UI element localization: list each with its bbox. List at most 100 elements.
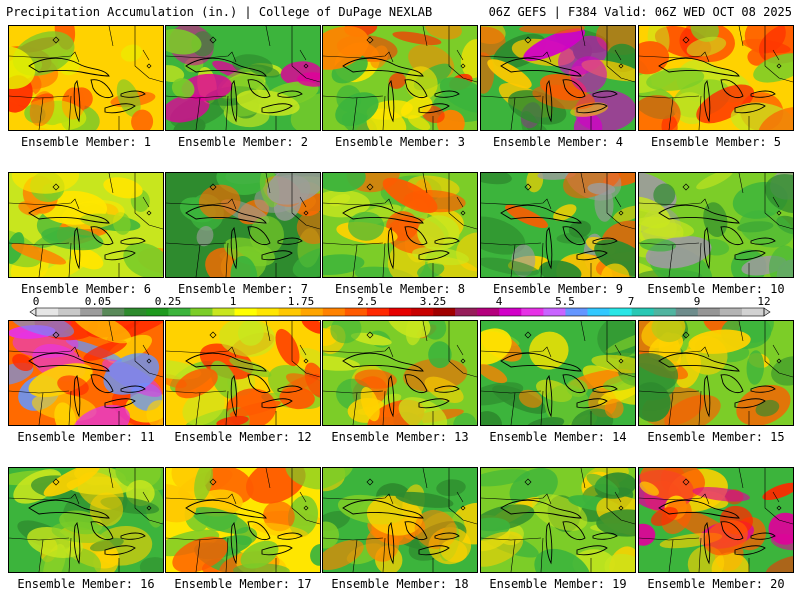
member-caption: Ensemble Member: 13: [331, 430, 469, 444]
map-panel-member-14: [480, 320, 636, 426]
precip-map-18: [323, 468, 477, 572]
colorbar-swatch: [256, 308, 279, 316]
map-panel-member-1: [8, 25, 164, 131]
member-caption: Ensemble Member: 17: [174, 577, 312, 591]
member-caption: Ensemble Member: 11: [17, 430, 155, 444]
map-panel-member-15: [638, 320, 794, 426]
colorbar-swatch: [411, 308, 434, 316]
colorbar-swatch: [102, 308, 125, 316]
colorbar-swatch: [344, 308, 368, 316]
colorbar-swatch: [609, 308, 632, 316]
map-panel-member-17: [165, 467, 321, 573]
colorbar-swatch: [212, 308, 235, 316]
colorbar-tick-label: 0.25: [155, 295, 182, 308]
member-caption: Ensemble Member: 18: [331, 577, 469, 591]
colorbar-swatch: [741, 308, 765, 316]
member-caption: Ensemble Member: 3: [334, 135, 466, 149]
colorbar-swatch: [388, 308, 412, 316]
member-caption: Ensemble Member: 2: [177, 135, 309, 149]
colorbar-swatch: [278, 308, 302, 316]
colorbar-swatch: [719, 308, 743, 316]
precip-map-20: [639, 468, 793, 572]
colorbar: 0 0.05 0.25 1 1.75 2.5 3.25 4 5.5 7 9 12: [0, 295, 800, 317]
precip-map-15: [639, 321, 793, 425]
map-panel-member-7: [165, 172, 321, 278]
colorbar-tick-label: 4: [496, 295, 503, 308]
map-panel-member-3: [322, 25, 478, 131]
colorbar-swatch: [300, 308, 324, 316]
precip-map-2: [166, 26, 320, 130]
map-panel-member-5: [638, 25, 794, 131]
colorbar-tick-label: 1.75: [288, 295, 315, 308]
colorbar-swatch: [477, 308, 500, 316]
map-panel-member-9: [480, 172, 636, 278]
colorbar-swatch: [697, 308, 721, 316]
colorbar-swatch: [58, 308, 81, 316]
colorbar-swatch: [322, 308, 346, 316]
colorbar-swatch: [190, 308, 213, 316]
colorbar-swatch: [455, 308, 478, 316]
member-caption: Ensemble Member: 8: [334, 282, 466, 296]
member-caption: Ensemble Member: 4: [492, 135, 624, 149]
member-caption: Ensemble Member: 15: [647, 430, 785, 444]
precip-map-10: [639, 173, 793, 277]
colorbar-swatch: [521, 308, 544, 316]
map-panel-member-11: [8, 320, 164, 426]
colorbar-tick-label: 1: [230, 295, 237, 308]
map-panel-member-16: [8, 467, 164, 573]
precip-map-9: [481, 173, 635, 277]
colorbar-swatch: [234, 308, 257, 316]
colorbar-tick-label: 3.25: [420, 295, 447, 308]
member-caption: Ensemble Member: 16: [17, 577, 155, 591]
map-panel-member-4: [480, 25, 636, 131]
page-title: Precipitation Accumulation (in.) | Colle…: [6, 5, 433, 19]
map-panel-member-20: [638, 467, 794, 573]
precip-map-1: [9, 26, 163, 130]
colorbar-swatch: [124, 308, 147, 316]
member-caption: Ensemble Member: 9: [492, 282, 624, 296]
colorbar-tick-label: 12: [757, 295, 770, 308]
colorbar-swatch: [587, 308, 610, 316]
colorbar-swatch: [433, 308, 456, 316]
map-panel-member-2: [165, 25, 321, 131]
colorbar-tick-label: 9: [694, 295, 701, 308]
colorbar-swatch: [366, 308, 390, 316]
map-panel-member-12: [165, 320, 321, 426]
colorbar-tick-label: 0: [33, 295, 40, 308]
precip-map-14: [481, 321, 635, 425]
colorbar-swatch: [631, 308, 654, 316]
precip-map-3: [323, 26, 477, 130]
colorbar-swatch: [675, 308, 699, 316]
colorbar-swatch: [653, 308, 677, 316]
map-panel-member-6: [8, 172, 164, 278]
member-caption: Ensemble Member: 5: [650, 135, 782, 149]
colorbar-swatch: [543, 308, 566, 316]
colorbar-swatch: [565, 308, 588, 316]
precip-map-7: [166, 173, 320, 277]
precip-map-16: [9, 468, 163, 572]
member-caption: Ensemble Member: 12: [174, 430, 312, 444]
colorbar-swatch: [80, 308, 103, 316]
colorbar-swatch: [36, 308, 59, 316]
member-caption: Ensemble Member: 19: [489, 577, 627, 591]
precip-map-6: [9, 173, 163, 277]
precip-map-5: [639, 26, 793, 130]
run-info: 06Z GEFS | F384 Valid: 06Z WED OCT 08 20…: [488, 5, 792, 19]
colorbar-swatch: [499, 308, 522, 316]
map-panel-member-8: [322, 172, 478, 278]
precip-map-17: [166, 468, 320, 572]
member-caption: Ensemble Member: 6: [20, 282, 152, 296]
member-caption: Ensemble Member: 20: [647, 577, 785, 591]
map-panel-member-18: [322, 467, 478, 573]
map-panel-member-10: [638, 172, 794, 278]
precip-map-11: [9, 321, 163, 425]
precip-map-13: [323, 321, 477, 425]
map-panel-member-13: [322, 320, 478, 426]
member-caption: Ensemble Member: 7: [177, 282, 309, 296]
colorbar-tick-label: 0.05: [85, 295, 112, 308]
colorbar-tick-label: 2.5: [357, 295, 377, 308]
colorbar-tick-label: 5.5: [555, 295, 575, 308]
precip-map-8: [323, 173, 477, 277]
map-panel-member-19: [480, 467, 636, 573]
precip-map-12: [166, 321, 320, 425]
